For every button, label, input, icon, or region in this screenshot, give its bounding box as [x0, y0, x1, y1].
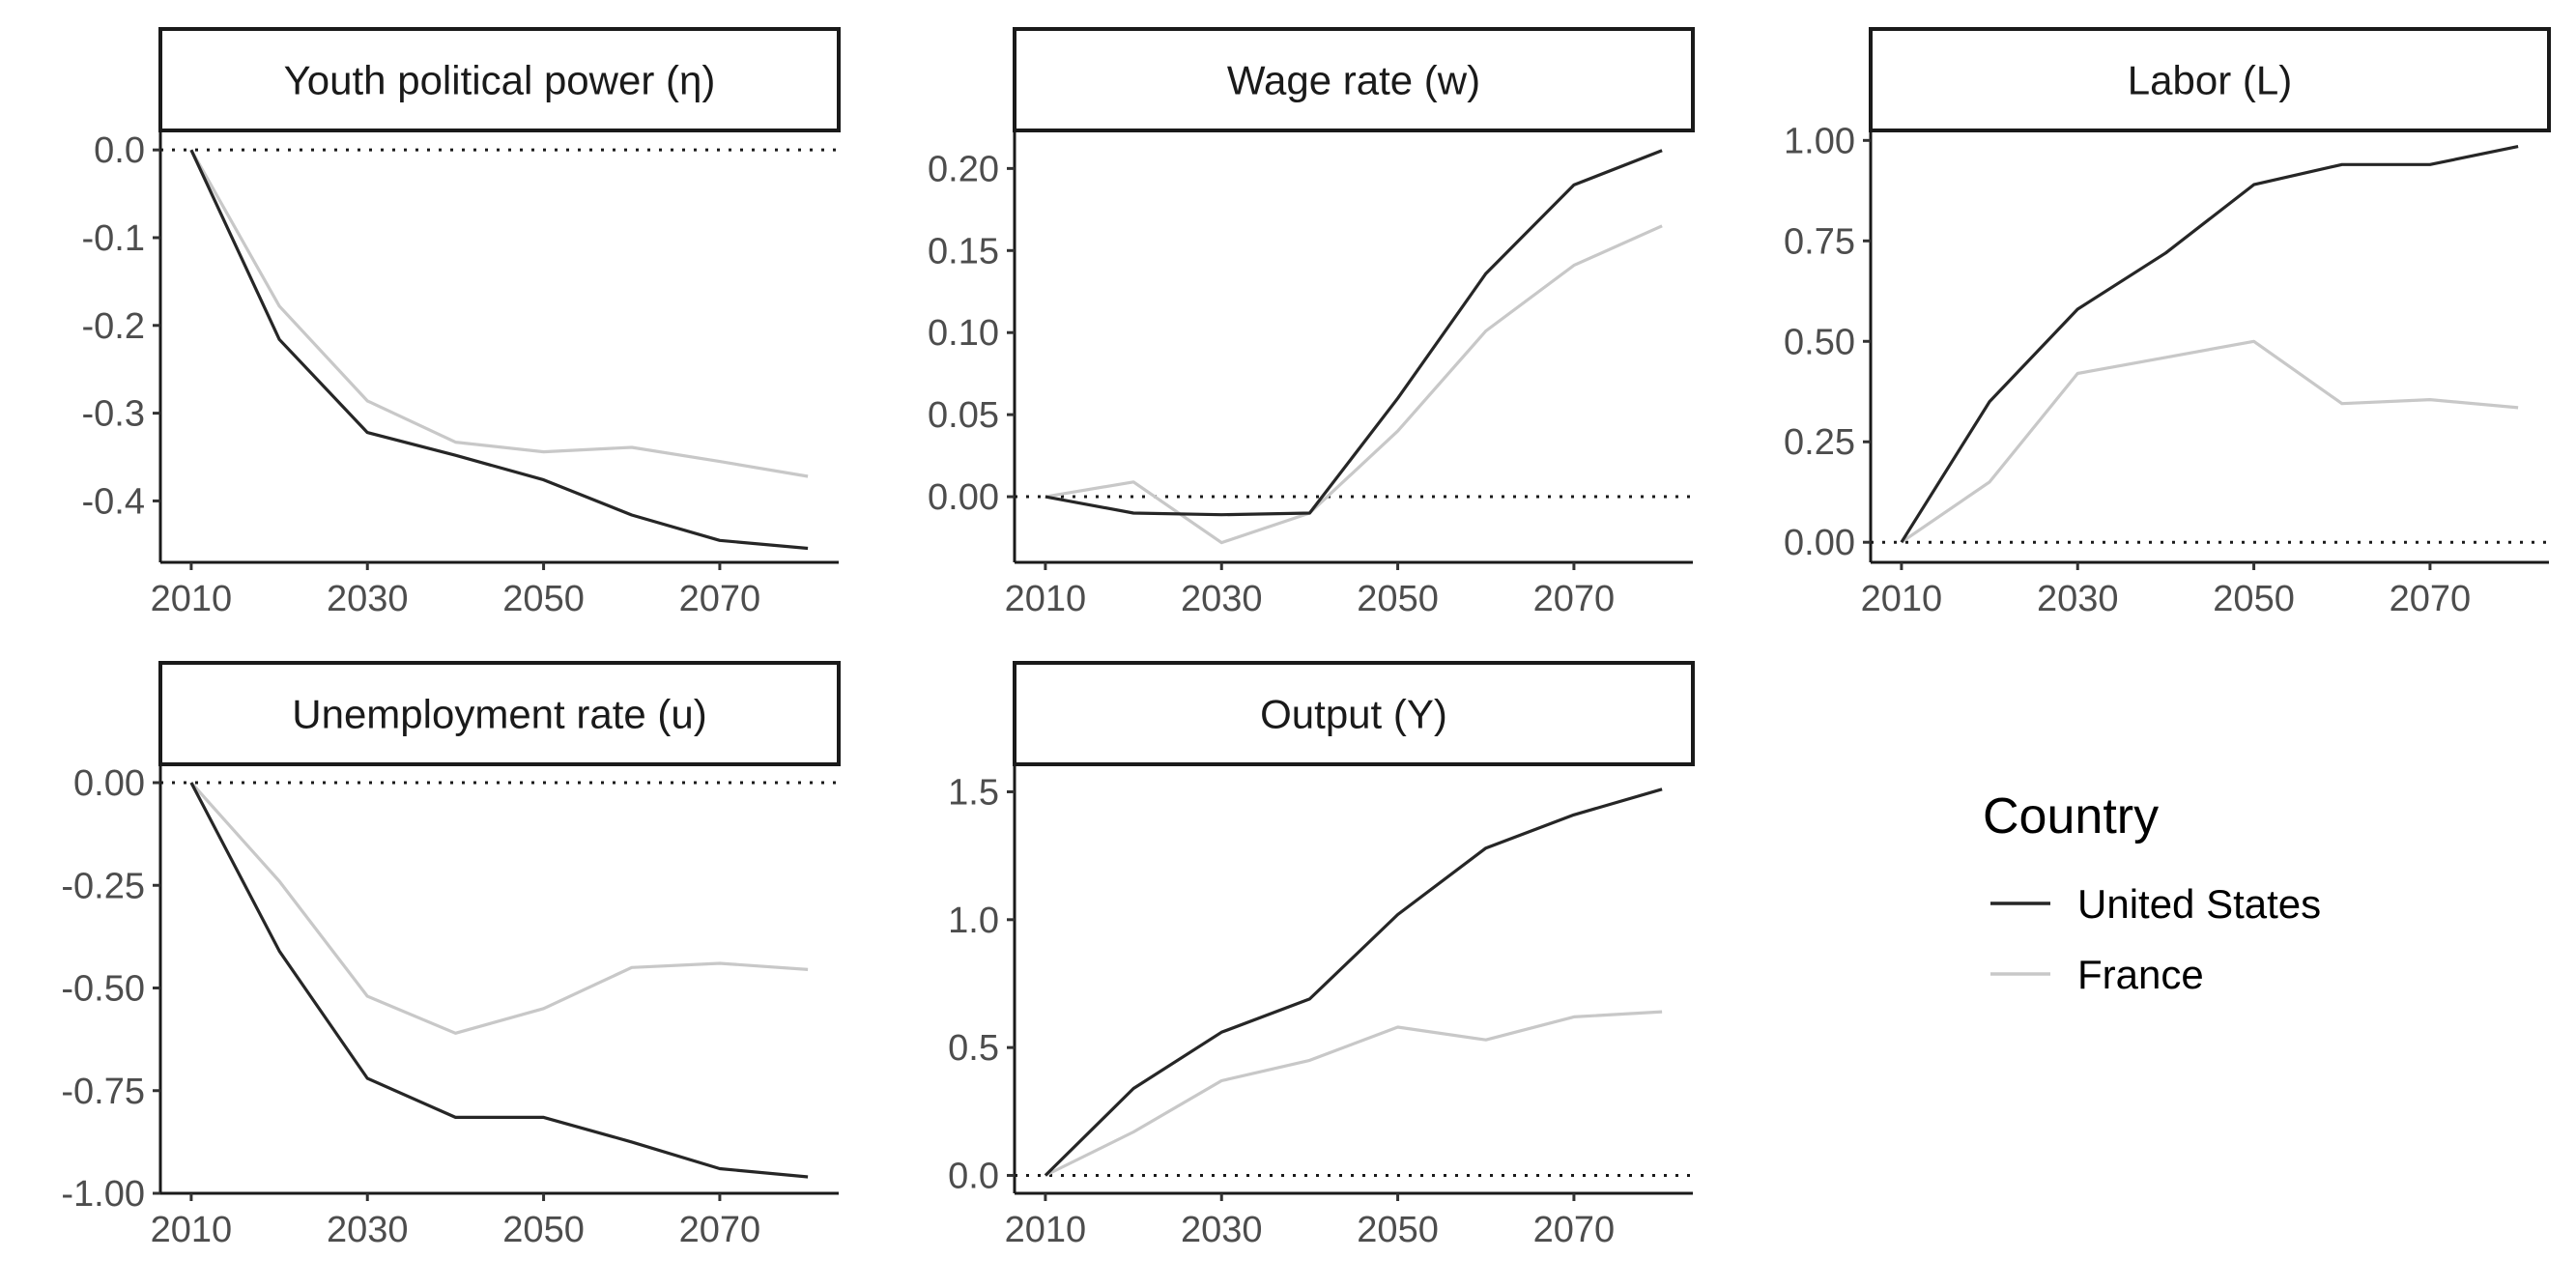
panel-strip — [158, 661, 841, 766]
series-line-united-states — [1045, 149, 1663, 517]
legend-label-france: France — [2077, 952, 2204, 997]
panel-title: Output (Y) — [1260, 692, 1447, 737]
series-line-france — [1045, 224, 1663, 545]
y-tick-label: -0.3 — [82, 394, 145, 435]
x-tick-label: 2010 — [1005, 579, 1087, 619]
x-tick-label: 2070 — [679, 579, 761, 619]
y-tick-label: -0.75 — [61, 1072, 145, 1112]
x-tick-label: 2050 — [2213, 579, 2295, 619]
x-tick-label: 2030 — [2037, 579, 2119, 619]
y-tick-label: 0.50 — [1784, 322, 1855, 362]
x-tick-label: 2050 — [502, 579, 585, 619]
y-tick-label: -0.50 — [61, 969, 145, 1010]
panel-title: Youth political power (η) — [284, 58, 716, 103]
panel-title: Labor (L) — [2128, 58, 2292, 103]
series-line-united-states — [1044, 787, 1663, 1177]
legend: Country United States France — [1983, 788, 2321, 997]
x-tick-label: 2030 — [1181, 1210, 1263, 1250]
series-line-france — [189, 149, 809, 478]
x-tick-label: 2070 — [1533, 579, 1616, 619]
x-tick-label: 2030 — [327, 579, 409, 619]
x-tick-label: 2070 — [1533, 1210, 1616, 1250]
panel-5: Output (Y) 0.0 0.5 1.0 1.5 2010 2030 2050 2070 — [948, 661, 1695, 1250]
y-tick-label: 1.00 — [1784, 121, 1855, 161]
y-tick-label: 0.25 — [1784, 422, 1855, 463]
y-tick-label: 0.00 — [928, 477, 999, 518]
y-tick-label: 0.00 — [1784, 523, 1855, 563]
y-tick-label: 1.5 — [948, 772, 999, 813]
panel-title: Wage rate (w) — [1227, 58, 1480, 103]
y-tick-label: 0.0 — [948, 1156, 999, 1196]
y-tick-label: 0.20 — [928, 149, 999, 189]
x-tick-label: 2050 — [1357, 1210, 1439, 1250]
series-line-united-states — [189, 149, 809, 551]
x-tick-label: 2030 — [1181, 579, 1263, 619]
series-line-france — [189, 781, 809, 1035]
x-tick-label: 2070 — [2390, 579, 2472, 619]
y-tick-label: -1.00 — [61, 1174, 145, 1215]
series-line-france — [1900, 339, 2519, 544]
x-tick-label: 2050 — [502, 1210, 585, 1250]
x-tick-label: 2070 — [679, 1210, 761, 1250]
y-tick-label: 0.10 — [928, 313, 999, 354]
y-tick-label: 0.00 — [73, 763, 145, 804]
x-tick-label: 2010 — [151, 1210, 233, 1250]
panel-3: Labor (L) 0.00 0.25 0.50 0.75 1.00 2010 2030 205… — [1784, 27, 2551, 619]
panel-title: Unemployment rate (u) — [292, 692, 707, 737]
x-tick-label: 2010 — [151, 579, 233, 619]
legend-title: Country — [1983, 788, 2159, 844]
y-tick-label: 0.5 — [948, 1028, 999, 1069]
y-tick-label: -0.2 — [82, 306, 145, 347]
panel-1: Youth political power (η) 0.0 -0.1 -0.2 -0.3… — [82, 27, 841, 619]
series-line-france — [1045, 1010, 1663, 1177]
panel-2: Wage rate (w) 0.00 0.05 0.10 0.15 0.20 2010 203… — [928, 27, 1695, 619]
x-tick-label: 2010 — [1005, 1210, 1087, 1250]
panel-4: Unemployment rate (u) 0.00 -0.25 -0.50 -0.75… — [61, 661, 841, 1250]
panel-strip — [1013, 27, 1695, 132]
x-tick-label: 2050 — [1357, 579, 1439, 619]
y-tick-label: 0.75 — [1784, 221, 1855, 262]
x-tick-label: 2010 — [1861, 579, 1943, 619]
panel-strip — [1869, 27, 2551, 132]
panel-strip — [1013, 661, 1695, 766]
y-tick-label: 0.0 — [94, 130, 145, 171]
panel-strip — [158, 27, 841, 132]
series-line-united-states — [189, 782, 809, 1179]
y-tick-label: 0.15 — [928, 231, 999, 272]
x-tick-label: 2030 — [327, 1210, 409, 1250]
y-tick-label: -0.1 — [82, 218, 145, 259]
y-tick-label: -0.4 — [82, 481, 145, 522]
y-tick-label: 0.05 — [928, 395, 999, 436]
y-tick-label: -0.25 — [61, 866, 145, 906]
y-tick-label: 1.0 — [948, 901, 999, 941]
series-line-united-states — [1900, 145, 2519, 544]
legend-label-united-states: United States — [2077, 881, 2321, 927]
